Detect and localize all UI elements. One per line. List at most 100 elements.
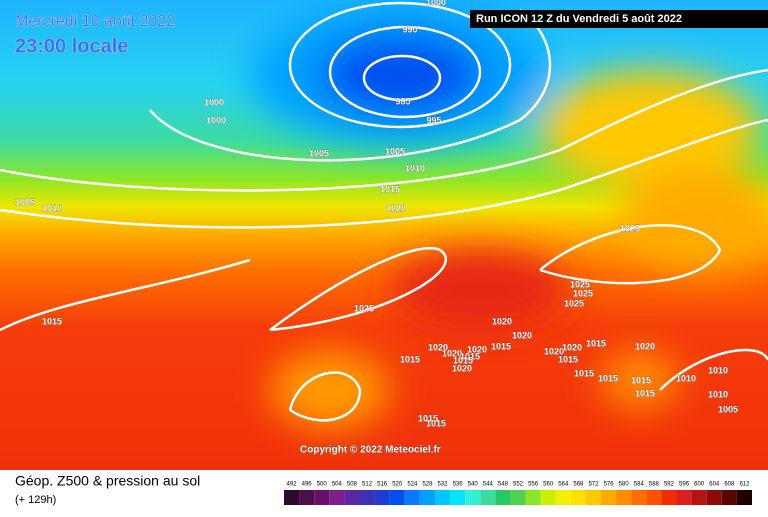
legend-value: 580 xyxy=(619,482,630,488)
isobar-label: 1015 xyxy=(453,355,473,365)
isobar-label: 1020 xyxy=(562,342,582,352)
legend-value: 588 xyxy=(649,482,660,488)
isobar-label: 1005 xyxy=(309,148,329,158)
legend-value: 584 xyxy=(634,482,645,488)
isobar-label: 1020 xyxy=(386,203,406,213)
isobar-label: 1020 xyxy=(492,316,512,326)
isobar-label: 1020 xyxy=(442,348,462,358)
isobar-label: 1010 xyxy=(708,365,728,375)
legend-value: 592 xyxy=(664,482,675,488)
legend-swatch xyxy=(525,490,541,505)
legend-value: 560 xyxy=(543,482,554,488)
legend-value: 520 xyxy=(392,482,403,488)
legend-swatch xyxy=(540,490,556,505)
legend-value: 524 xyxy=(407,482,418,488)
legend-swatch xyxy=(661,490,677,505)
legend-value: 532 xyxy=(438,482,449,488)
isobar-label: 1015 xyxy=(460,351,480,361)
legend-value: 576 xyxy=(604,482,615,488)
legend-swatch xyxy=(631,490,647,505)
legend-swatch xyxy=(736,490,752,505)
legend-swatch xyxy=(299,490,315,505)
legend-value: 496 xyxy=(302,482,313,488)
legend-swatch xyxy=(374,490,390,505)
isobar-label: 995 xyxy=(426,115,441,125)
legend-value: 512 xyxy=(362,482,373,488)
isobar-label: 990 xyxy=(402,24,417,34)
isobar-label: 1005 xyxy=(718,404,738,414)
legend-swatch xyxy=(404,490,420,505)
isobar-label: 1025 xyxy=(354,303,374,313)
legend-value: 536 xyxy=(453,482,464,488)
legend-value: 572 xyxy=(588,482,599,488)
legend-value: 612 xyxy=(739,482,750,488)
legend-swatch xyxy=(314,490,330,505)
isobar-label: 1015 xyxy=(598,373,618,383)
isobar-label: 1010 xyxy=(405,163,425,173)
isobar-label: 1020 xyxy=(635,341,655,351)
isobar-label: 1015 xyxy=(42,316,62,326)
legend-value: 548 xyxy=(498,482,509,488)
isobar-label: 1015 xyxy=(631,375,651,385)
isobar-label: 1000 xyxy=(204,97,224,107)
legend-swatch xyxy=(510,490,526,505)
run-box xyxy=(470,10,768,28)
legend-value: 504 xyxy=(332,482,343,488)
legend-title: Géop. Z500 & pression au sol xyxy=(15,473,200,489)
isobar-label: 1015 xyxy=(491,341,511,351)
legend-swatch xyxy=(706,490,722,505)
legend-value: 608 xyxy=(724,482,735,488)
legend-swatch xyxy=(646,490,662,505)
isobar-label: 1010 xyxy=(676,373,696,383)
legend-value: 552 xyxy=(513,482,524,488)
isobar-label: 1025 xyxy=(564,298,584,308)
isobar-label: 1020 xyxy=(428,342,448,352)
legend-value: 556 xyxy=(528,482,539,488)
legend-swatch xyxy=(721,490,737,505)
isobar-label: 1025 xyxy=(570,279,590,289)
legend-swatch xyxy=(434,490,451,505)
legend-value: 568 xyxy=(573,482,584,488)
isobar-label: 1020 xyxy=(467,344,487,354)
legend-swatch xyxy=(495,490,511,505)
legend-swatch xyxy=(359,490,375,505)
isobar-label: 1025 xyxy=(573,288,593,298)
legend-value: 540 xyxy=(468,482,479,488)
isobar-label: 1020 xyxy=(452,363,472,373)
legend-swatch xyxy=(450,490,466,505)
legend-swatch xyxy=(691,490,707,505)
legend-value: 516 xyxy=(377,482,388,488)
isobar-label: 1015 xyxy=(426,418,446,428)
legend-value: 508 xyxy=(347,482,358,488)
isobar-label: 1005 xyxy=(385,146,405,156)
isobar-label: 1010 xyxy=(42,203,62,213)
legend-value: 492 xyxy=(287,482,298,488)
legend-value: 564 xyxy=(558,482,569,488)
run-label: Run ICON 12 Z du Vendredi 5 août 2022 xyxy=(476,13,682,25)
legend-value: 528 xyxy=(422,482,433,488)
legend-swatch xyxy=(570,490,586,505)
legend-value: 604 xyxy=(709,482,720,488)
isobar-label: 1000 xyxy=(206,115,226,125)
legend-swatch xyxy=(344,490,360,505)
legend-lead: (+ 129h) xyxy=(15,494,56,506)
isobar-label: 1025 xyxy=(620,223,640,233)
legend-swatch xyxy=(465,490,481,505)
isobar-label: 1020 xyxy=(544,346,564,356)
isobars xyxy=(0,1,768,422)
isobar-label: 1000 xyxy=(426,0,446,7)
legend-value: 600 xyxy=(694,482,705,488)
isobar-label: 1005 xyxy=(15,197,35,207)
isobar-label: 1015 xyxy=(380,184,400,194)
legend-swatch xyxy=(616,490,632,505)
isobar-label: 1015 xyxy=(586,338,606,348)
legend-swatch xyxy=(389,490,405,505)
isobar-label: 1015 xyxy=(418,413,438,423)
isobar-label: 985 xyxy=(395,96,410,106)
legend-value: 596 xyxy=(679,482,690,488)
legend-swatch xyxy=(601,490,617,505)
legend-swatch xyxy=(284,490,300,505)
legend-swatch xyxy=(555,490,571,505)
date-label: Mercredi 10 août 2022 xyxy=(15,13,175,30)
